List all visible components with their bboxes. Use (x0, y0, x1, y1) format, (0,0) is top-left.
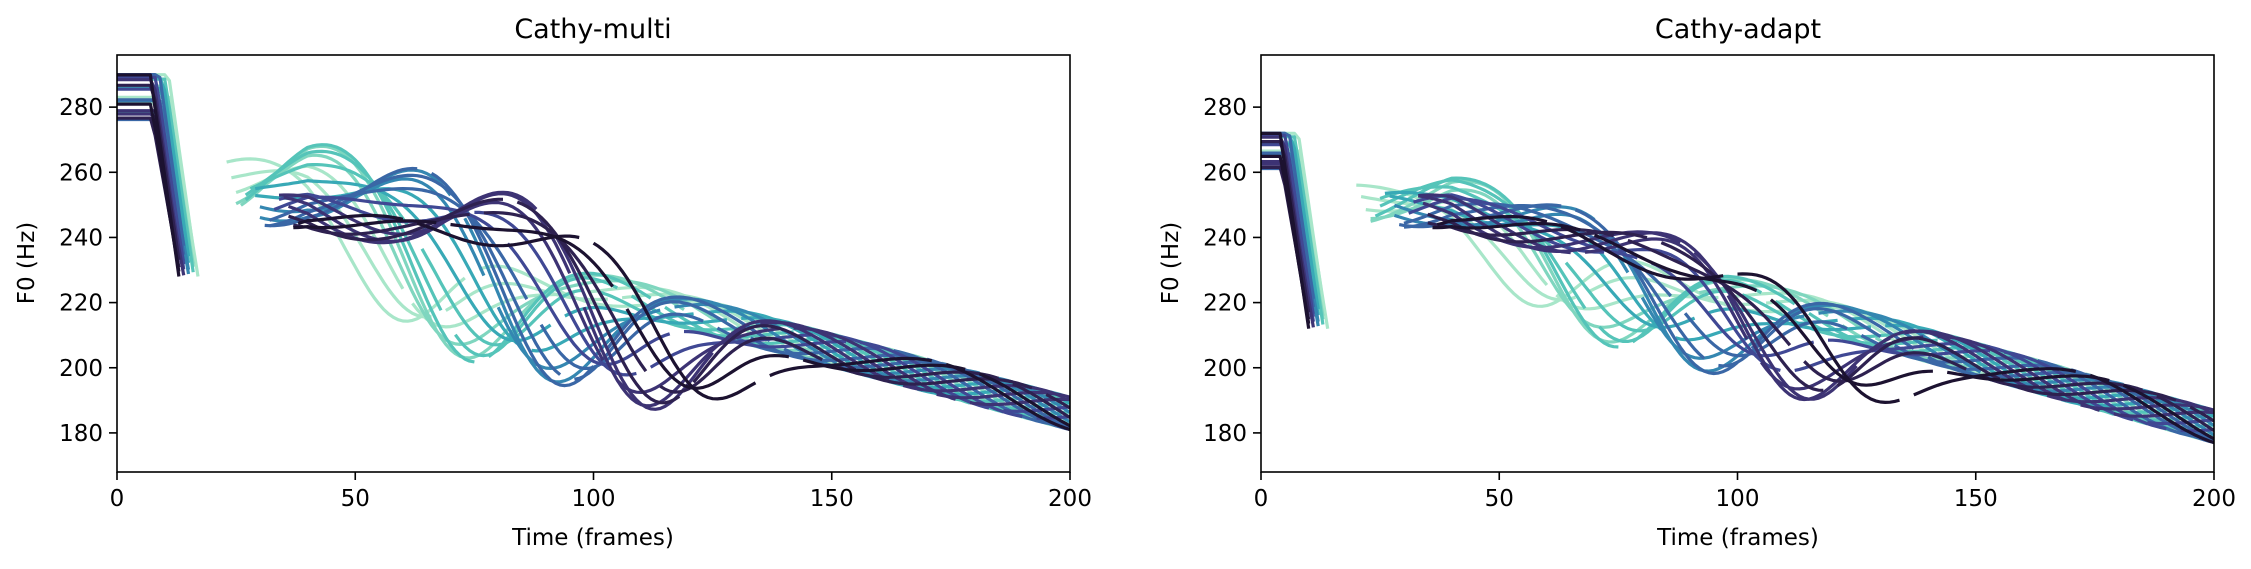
y-tick-label: 260 (1203, 160, 1247, 186)
y-tick-label: 260 (59, 160, 103, 186)
y-ticks: 180 200 220 240 260 280 (59, 95, 117, 447)
x-axis-label: Time (frames) (1656, 525, 1819, 551)
y-tick-label: 240 (1203, 225, 1247, 251)
series-group (117, 75, 1070, 430)
x-ticks: 0 50 100 150 200 (1254, 472, 2236, 512)
x-tick-label: 100 (1716, 486, 1760, 512)
y-tick-label: 220 (1203, 291, 1247, 317)
y-axis-label: F0 (Hz) (1158, 222, 1184, 305)
chart-title: Cathy-multi (514, 14, 671, 45)
plot-frame (1261, 55, 2214, 472)
x-tick-label: 100 (572, 486, 616, 512)
x-tick-label: 0 (110, 486, 125, 512)
x-tick-label: 0 (1254, 486, 1269, 512)
y-tick-label: 220 (59, 291, 103, 317)
x-tick-label: 50 (1485, 486, 1514, 512)
series-group (1261, 133, 2214, 442)
y-tick-label: 180 (1203, 421, 1247, 447)
y-tick-label: 240 (59, 225, 103, 251)
y-tick-label: 280 (1203, 95, 1247, 121)
x-tick-label: 200 (2192, 486, 2236, 512)
x-axis-label: Time (frames) (511, 525, 674, 551)
y-tick-label: 280 (59, 95, 103, 121)
y-ticks: 180 200 220 240 260 280 (1203, 95, 1261, 447)
x-tick-label: 200 (1048, 486, 1092, 512)
y-axis-label: F0 (Hz) (14, 222, 40, 305)
y-tick-label: 180 (59, 421, 103, 447)
x-tick-label: 50 (341, 486, 370, 512)
x-tick-label: 150 (810, 486, 854, 512)
x-ticks: 0 50 100 150 200 (110, 472, 1092, 512)
y-tick-label: 200 (59, 356, 103, 382)
chart-cathy-adapt: Cathy-adapt 0 50 100 150 200 180 200 220 240 260… (1158, 14, 2236, 551)
x-tick-label: 150 (1954, 486, 1998, 512)
chart-title: Cathy-adapt (1655, 14, 1821, 45)
y-tick-label: 200 (1203, 356, 1247, 382)
chart-cathy-multi: Cathy-multi 0 50 100 150 200 180 200 220 240 260… (14, 14, 1092, 551)
